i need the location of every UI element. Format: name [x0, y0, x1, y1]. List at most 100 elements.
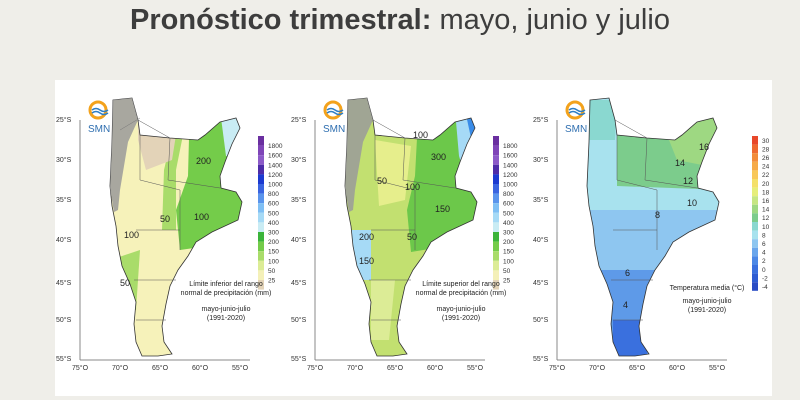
- legend-label: 25: [268, 278, 276, 285]
- legend-label: 600: [268, 201, 279, 208]
- legend-swatch: [493, 184, 499, 194]
- legend-label: 150: [503, 249, 514, 256]
- contour-label: 150: [435, 204, 450, 214]
- legend-swatch: [258, 251, 264, 261]
- legend-label: 14: [762, 207, 770, 214]
- caption: Temperatura media (°C) mayo-junio-julio …: [670, 284, 745, 314]
- legend-label: 400: [268, 220, 279, 227]
- lon-label: 65°O: [629, 364, 646, 372]
- legend-swatch: [258, 145, 264, 156]
- caption: Límite superior del rango normal de prec…: [416, 281, 507, 322]
- legend-swatch: [258, 184, 264, 194]
- lon-label: 65°O: [387, 364, 404, 372]
- legend-swatch: [493, 280, 499, 290]
- contour-label: 100: [124, 230, 139, 240]
- legend-swatch: [493, 212, 499, 223]
- legend-label: 20: [762, 181, 770, 188]
- legend-label: 500: [503, 210, 514, 217]
- title-rest: mayo, junio y julio: [431, 4, 670, 36]
- legend-label: 50: [268, 268, 276, 275]
- zone-0-2: [613, 320, 647, 356]
- caption-line1: Límite superior del rango: [422, 281, 500, 288]
- lat-label: 40°S: [56, 236, 72, 244]
- contour-label: 300: [431, 152, 446, 162]
- lon-label: 75°O: [307, 364, 324, 372]
- contour-label: 100: [194, 212, 209, 222]
- contour-label: 50: [407, 232, 417, 242]
- legend-label: 300: [268, 230, 279, 237]
- legend-label: 400: [503, 220, 514, 227]
- legend-swatch: [493, 193, 499, 204]
- lon-label: 75°O: [549, 364, 566, 372]
- legend-swatch: [752, 222, 758, 231]
- legend-swatch: [258, 136, 264, 146]
- legend-label: 1200: [503, 172, 518, 179]
- lat-label: 55°S: [291, 355, 307, 363]
- legend-swatch: [258, 212, 264, 223]
- lat-label: 30°S: [291, 156, 307, 164]
- lat-label: 35°S: [291, 196, 307, 204]
- legend-swatch: [493, 164, 499, 175]
- legend-label: 1800: [268, 143, 283, 150]
- legend-label: 26: [762, 155, 770, 162]
- legend-swatch: [258, 270, 264, 280]
- sun-icon: [565, 100, 585, 120]
- contour-labels: 200 100 50 100 50: [120, 156, 211, 288]
- lat-label: 30°S: [56, 156, 72, 164]
- legend-label: 16: [762, 198, 770, 205]
- caption-line1: Límite inferior del rango: [189, 281, 263, 288]
- legend-swatch: [258, 203, 264, 213]
- legend-swatch: [493, 251, 499, 261]
- legend-label: 300: [503, 230, 514, 237]
- lat-label: 40°S: [533, 236, 549, 244]
- legend-label: 100: [268, 258, 279, 265]
- legend-swatch: [493, 203, 499, 213]
- legend-swatch: [493, 145, 499, 156]
- lat-label: 45°S: [56, 279, 72, 287]
- contour-label: 50: [120, 278, 130, 288]
- contour-label: 6: [625, 268, 630, 278]
- lat-label: 55°S: [533, 355, 549, 363]
- zone-south: [371, 280, 395, 340]
- lat-label: 55°S: [56, 355, 72, 363]
- lat-label: 50°S: [533, 316, 549, 324]
- legend-swatch: [752, 256, 758, 265]
- province-borders: [611, 119, 698, 321]
- caption-line2: normal de precipitación (mm): [416, 290, 507, 297]
- maps-panel: 200 100 50 100 50 SMN 1800 1600 1400 1200 10…: [55, 80, 772, 396]
- legend-swatch: [493, 232, 499, 242]
- country-outline: [344, 97, 478, 357]
- caption-period: mayo-junio-julio: [682, 298, 731, 305]
- legend-swatch: [752, 273, 758, 283]
- legend-swatch: [258, 232, 264, 242]
- lat-label: 40°S: [291, 236, 307, 244]
- legend-label: 1000: [503, 182, 518, 189]
- zone-50: [375, 140, 411, 206]
- legend-precip-upper: 1800 1600 1400 1200 1000 800 600 500 400 300 200 15…: [493, 136, 518, 290]
- legend-label: 100: [503, 258, 514, 265]
- legend-swatch: [752, 179, 758, 188]
- legend-swatch: [752, 161, 758, 171]
- lat-label: 50°S: [56, 316, 72, 324]
- smn-logo: SMN: [88, 100, 110, 135]
- caption-period: mayo-junio-julio: [201, 306, 250, 313]
- legend-label: 18: [762, 189, 770, 196]
- lat-label: 35°S: [56, 196, 72, 204]
- caption-reference: (1991-2020): [442, 315, 480, 322]
- province-borders: [134, 119, 221, 321]
- caption-line2: normal de precipitación (mm): [181, 290, 272, 297]
- legend-label: 800: [268, 191, 279, 198]
- legend-label: 28: [762, 146, 770, 153]
- lon-label: 60°O: [192, 364, 209, 372]
- contour-labels: 300 150 100 50 200 100 150 50: [359, 130, 450, 266]
- caption-period: mayo-junio-julio: [436, 306, 485, 313]
- maps-svg: 200 100 50 100 50 SMN 180016001400120010…: [56, 97, 770, 372]
- lat-label: 50°S: [291, 316, 307, 324]
- contour-label: 12: [683, 176, 693, 186]
- title-bold: Pronóstico trimestral:: [130, 4, 432, 36]
- legend-label: 25: [503, 278, 511, 285]
- caption-reference: (1991-2020): [688, 307, 726, 314]
- legend-swatch: [752, 239, 758, 248]
- sun-icon: [323, 100, 343, 120]
- legend-label: 500: [268, 210, 279, 217]
